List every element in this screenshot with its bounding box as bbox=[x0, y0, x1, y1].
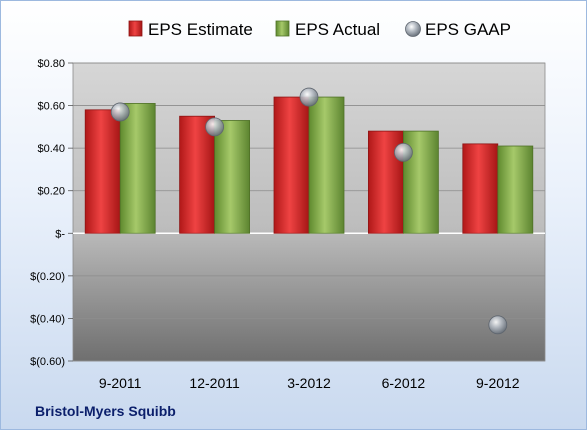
legend-swatch bbox=[128, 20, 143, 37]
legend-label: EPS Actual bbox=[295, 20, 380, 39]
y-tick-label: $0.40 bbox=[37, 143, 65, 155]
x-tick-label: 12-2011 bbox=[189, 375, 240, 391]
legend-swatch bbox=[275, 20, 290, 37]
eps-gaap-marker bbox=[393, 142, 413, 162]
eps-estimate-bar bbox=[462, 143, 499, 234]
eps-actual-bar bbox=[497, 145, 534, 234]
y-tick-label: $(0.20) bbox=[30, 271, 65, 283]
y-tick-label: $0.20 bbox=[37, 186, 65, 198]
eps-gaap-marker bbox=[205, 117, 225, 137]
legend-swatch bbox=[405, 21, 421, 37]
eps-gaap-marker bbox=[488, 315, 508, 335]
y-tick-label: $0.80 bbox=[37, 58, 65, 70]
legend-label: EPS GAAP bbox=[425, 20, 511, 39]
x-tick-label: 9-2011 bbox=[99, 375, 142, 391]
eps-gaap-marker bbox=[110, 102, 130, 122]
y-tick-label: $0.60 bbox=[37, 101, 65, 113]
eps-actual-bar bbox=[119, 103, 156, 234]
x-tick-label: 6-2012 bbox=[382, 375, 426, 391]
eps-actual-bar bbox=[308, 96, 345, 234]
eps-estimate-bar bbox=[179, 115, 216, 234]
y-tick-label: $(0.60) bbox=[30, 356, 65, 368]
legend-label: EPS Estimate bbox=[148, 20, 253, 39]
company-name: Bristol-Myers Squibb bbox=[35, 403, 176, 419]
eps-gaap-marker bbox=[299, 87, 319, 107]
y-tick-label: $- bbox=[55, 228, 65, 240]
eps-estimate-bar bbox=[84, 109, 121, 234]
eps-actual-bar bbox=[214, 120, 251, 234]
y-tick-label: $(0.40) bbox=[30, 313, 65, 325]
x-tick-label: 9-2012 bbox=[476, 375, 520, 391]
x-tick-label: 3-2012 bbox=[287, 375, 331, 391]
eps-estimate-bar bbox=[273, 96, 310, 234]
